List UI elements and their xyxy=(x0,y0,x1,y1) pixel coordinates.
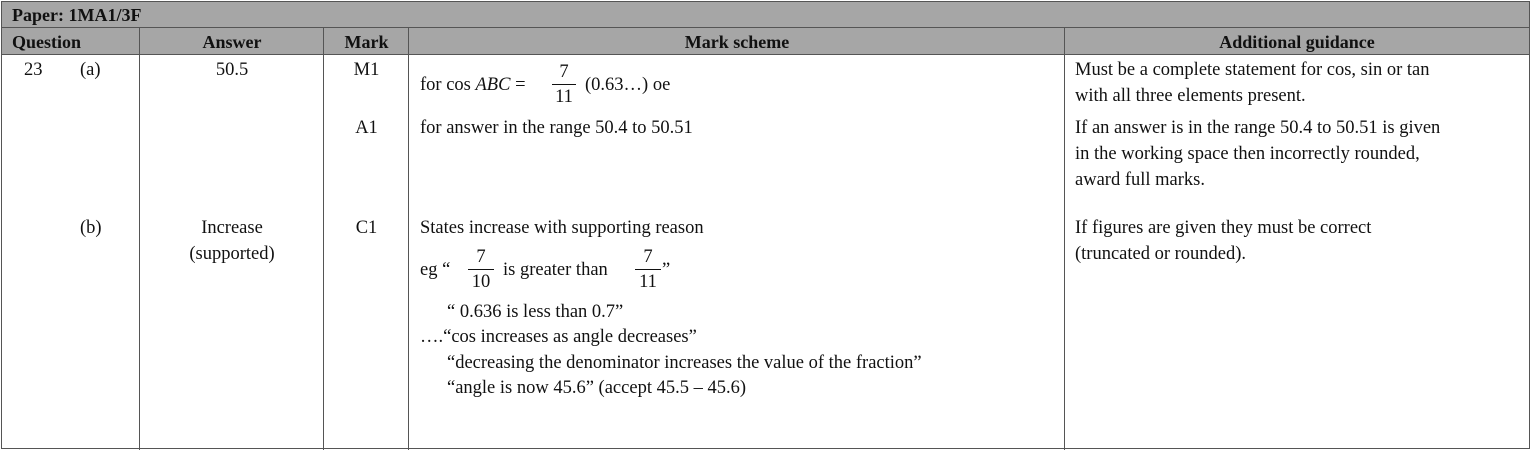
guidance-m1-line2: with all three elements present. xyxy=(1075,86,1306,106)
part-b-mark-c1: C1 xyxy=(355,218,378,238)
part-b-eg-prefix: eg “ xyxy=(420,260,451,280)
column-divider xyxy=(1064,28,1065,450)
header-mark-scheme: Mark scheme xyxy=(684,32,790,52)
fraction-7-over-11: 7 11 xyxy=(552,61,576,108)
guidance-a1-line3: award full marks. xyxy=(1075,170,1205,190)
scheme-m1-prefix: for cos xyxy=(420,75,476,95)
part-b-label: (b) xyxy=(80,218,102,238)
table-header-row: Question Answer Mark Mark scheme Additio… xyxy=(2,28,1529,55)
part-a-mark-a1: A1 xyxy=(355,118,378,138)
part-b-eg-middle: is greater than xyxy=(503,260,608,280)
paper-title-bar: Paper: 1MA1/3F xyxy=(2,2,1529,28)
fraction-denominator: 11 xyxy=(555,87,573,107)
fraction-denominator: 11 xyxy=(639,272,657,292)
header-mark: Mark xyxy=(344,32,389,52)
part-b-scheme-line6: “angle is now 45.6” (accept 45.5 – 45.6) xyxy=(447,378,746,398)
scheme-m1-equals: = xyxy=(510,75,526,95)
part-b-scheme-line1: States increase with supporting reason xyxy=(420,218,704,238)
part-b-answer-line1: Increase xyxy=(201,218,263,238)
scheme-m1-variable: ABC xyxy=(475,75,511,95)
part-a-scheme-a1: for answer in the range 50.4 to 50.51 xyxy=(420,118,693,138)
column-divider xyxy=(408,28,409,450)
paper-title: Paper: 1MA1/3F xyxy=(12,5,142,25)
guidance-m1-line1: Must be a complete statement for cos, si… xyxy=(1075,60,1430,80)
fraction-denominator: 10 xyxy=(471,272,491,292)
fraction-bar xyxy=(635,269,661,270)
header-answer: Answer xyxy=(202,32,262,52)
fraction-bar xyxy=(552,84,576,85)
part-a-answer: 50.5 xyxy=(215,60,249,80)
fraction-7-over-11-b: 7 11 xyxy=(635,246,661,293)
part-b-scheme-line3: “ 0.636 is less than 0.7” xyxy=(447,302,624,322)
header-question: Question xyxy=(12,32,82,52)
part-b-guidance-line1: If figures are given they must be correc… xyxy=(1075,218,1372,238)
part-b-scheme-line5: “decreasing the denominator increases th… xyxy=(447,353,922,373)
column-divider xyxy=(323,28,324,450)
header-additional-guidance: Additional guidance xyxy=(1219,32,1375,52)
guidance-a1-line2: in the working space then incorrectly ro… xyxy=(1075,144,1420,164)
part-b-answer-line2: (supported) xyxy=(189,244,275,264)
fraction-numerator: 7 xyxy=(559,62,569,82)
part-a-mark-m1: M1 xyxy=(353,60,380,80)
part-b-eg-close: ” xyxy=(662,260,671,280)
fraction-7-over-10: 7 10 xyxy=(468,246,494,293)
guidance-a1-line1: If an answer is in the range 50.4 to 50.… xyxy=(1075,118,1441,138)
question-number: 23 xyxy=(24,60,43,80)
fraction-bar xyxy=(468,269,494,270)
part-a-scheme-m1: for cos ABC = xyxy=(420,72,526,98)
part-b-guidance-line2: (truncated or rounded). xyxy=(1075,244,1247,264)
scheme-m1-suffix: (0.63…) oe xyxy=(585,75,671,95)
column-divider xyxy=(139,28,140,450)
part-a-label: (a) xyxy=(80,60,101,80)
fraction-numerator: 7 xyxy=(643,247,653,267)
part-b-scheme-line4: ….“cos increases as angle decreases” xyxy=(420,327,697,347)
fraction-numerator: 7 xyxy=(476,247,486,267)
